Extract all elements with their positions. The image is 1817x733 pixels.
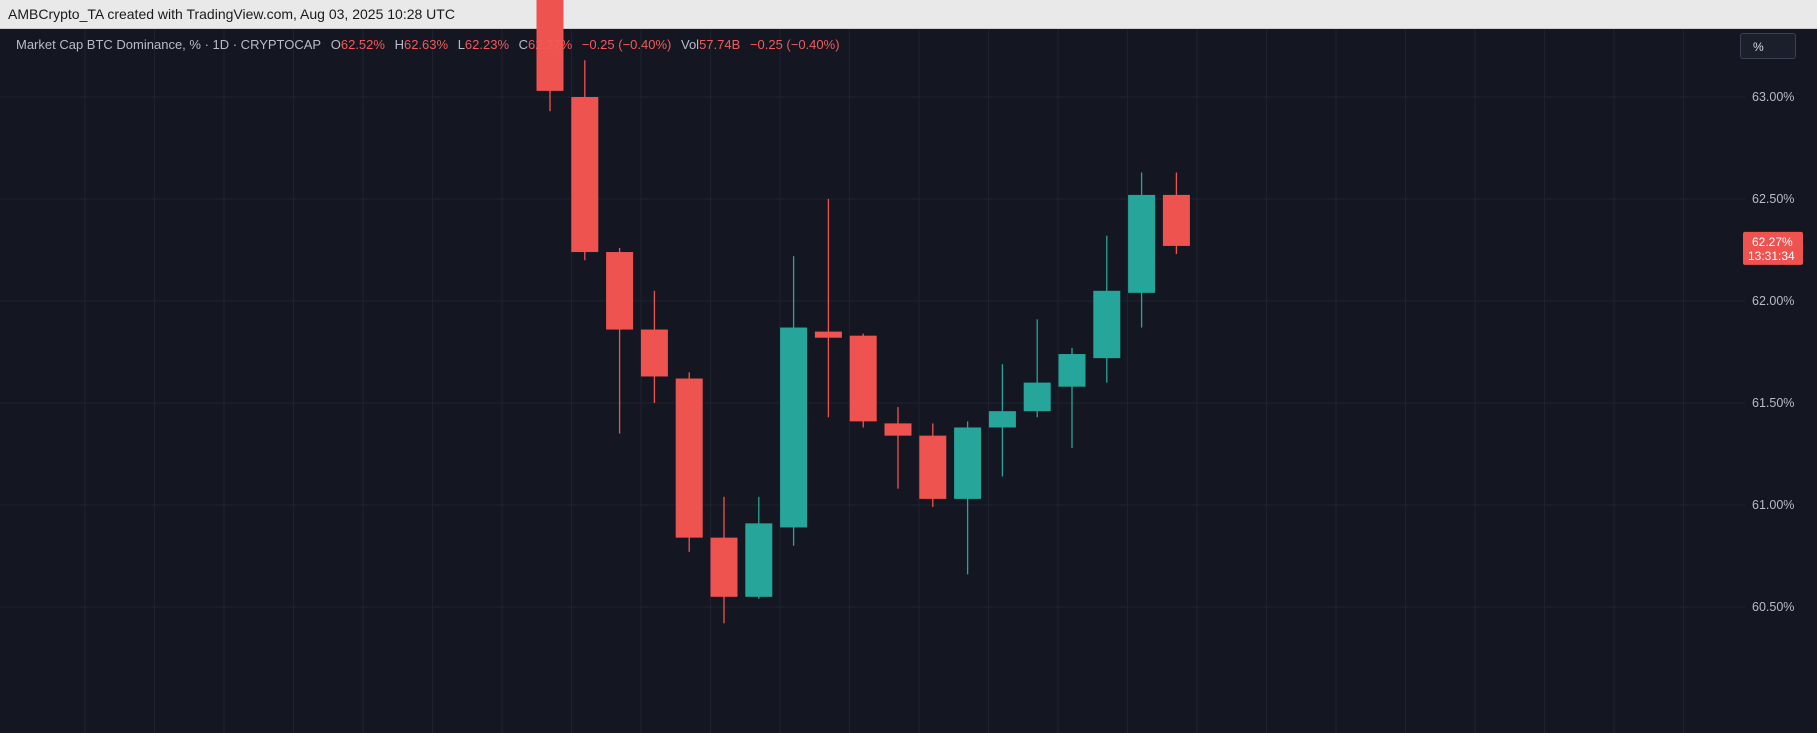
candle-body bbox=[606, 252, 634, 330]
candle[interactable] bbox=[954, 421, 982, 575]
y-tick-label: 63.50% bbox=[1752, 0, 1794, 2]
legend-low-value: 62.23% bbox=[464, 37, 510, 52]
candle-body bbox=[849, 335, 877, 422]
y-tick-label: 62.50% bbox=[1752, 192, 1794, 206]
candle[interactable] bbox=[849, 333, 877, 428]
candle-body bbox=[988, 411, 1016, 428]
legend-change: −0.25 (−0.40%) bbox=[581, 37, 672, 52]
credit-text: AMBCrypto_TA created with TradingView.co… bbox=[8, 6, 455, 22]
candle-body bbox=[640, 329, 668, 377]
legend-symbol: Market Cap BTC Dominance, % · 1D · CRYPT… bbox=[16, 37, 322, 52]
legend-close-label: C bbox=[518, 37, 529, 52]
last-price-value: 62.27% bbox=[1752, 235, 1793, 249]
y-tick-label: 62.00% bbox=[1752, 294, 1794, 308]
legend-low-label: L bbox=[457, 37, 465, 52]
last-price-tag-bg bbox=[1743, 231, 1803, 265]
legend-volume-label: Vol bbox=[681, 37, 700, 52]
y-tick-label: 60.50% bbox=[1752, 600, 1794, 614]
candle-body bbox=[919, 435, 947, 499]
candle-body bbox=[814, 331, 842, 338]
candle-body bbox=[1058, 354, 1086, 387]
candle-body bbox=[571, 97, 599, 253]
candle[interactable] bbox=[780, 256, 808, 546]
candle-body bbox=[1093, 290, 1121, 359]
candle-layer bbox=[536, 0, 1190, 624]
candle[interactable] bbox=[1093, 235, 1121, 383]
candle-body bbox=[1023, 382, 1051, 412]
candle[interactable] bbox=[640, 290, 668, 403]
candle[interactable] bbox=[884, 407, 912, 489]
candle[interactable] bbox=[536, 0, 564, 112]
candle-body bbox=[1162, 194, 1190, 246]
candle[interactable] bbox=[710, 496, 738, 624]
candle[interactable] bbox=[814, 199, 842, 418]
grid-layer bbox=[0, 29, 1745, 733]
candle[interactable] bbox=[988, 364, 1016, 477]
candle-body bbox=[780, 327, 808, 528]
candle-body bbox=[710, 537, 738, 597]
y-tick-label: 63.00% bbox=[1752, 90, 1794, 104]
legend-high-label: H bbox=[394, 37, 404, 52]
candle-body bbox=[675, 378, 703, 538]
candle[interactable] bbox=[1023, 319, 1051, 418]
legend-open-label: O bbox=[330, 37, 341, 52]
last-price-tag: 62.27% 13:31:34 bbox=[1743, 231, 1803, 265]
candle[interactable] bbox=[606, 247, 634, 434]
candle-body bbox=[1128, 194, 1156, 293]
legend-high-value: 62.63% bbox=[403, 37, 449, 52]
candle[interactable] bbox=[1128, 172, 1156, 328]
candle-body bbox=[884, 423, 912, 436]
percent-scale-button[interactable]: % bbox=[1740, 33, 1796, 59]
candle[interactable] bbox=[571, 60, 599, 261]
candle-countdown: 13:31:34 bbox=[1748, 249, 1795, 263]
symbol-legend: Market Cap BTC Dominance, % · 1D · CRYPT… bbox=[16, 37, 840, 52]
candle-body bbox=[536, 0, 564, 91]
price-axis[interactable]: 60.50% 61.00% 61.50% 62.00% 62.50% 63.00% 63.5… bbox=[1752, 0, 1794, 614]
candle[interactable] bbox=[1162, 172, 1190, 255]
candle[interactable] bbox=[919, 423, 947, 508]
candle-body bbox=[954, 427, 982, 499]
y-tick-label: 61.50% bbox=[1752, 396, 1794, 410]
legend-open-value: 62.52% bbox=[340, 37, 385, 52]
y-tick-label: 61.00% bbox=[1752, 498, 1794, 512]
legend-close-value: 62.27% bbox=[528, 37, 573, 52]
candle[interactable] bbox=[745, 496, 773, 599]
legend-volume-change: −0.25 (−0.40%) bbox=[749, 37, 840, 52]
candle-body bbox=[745, 523, 773, 597]
credit-bar: AMBCrypto_TA created with TradingView.co… bbox=[0, 0, 1817, 29]
candle[interactable] bbox=[1058, 347, 1086, 448]
legend-volume-value: 57.74B bbox=[699, 37, 741, 52]
candle[interactable] bbox=[675, 372, 703, 552]
